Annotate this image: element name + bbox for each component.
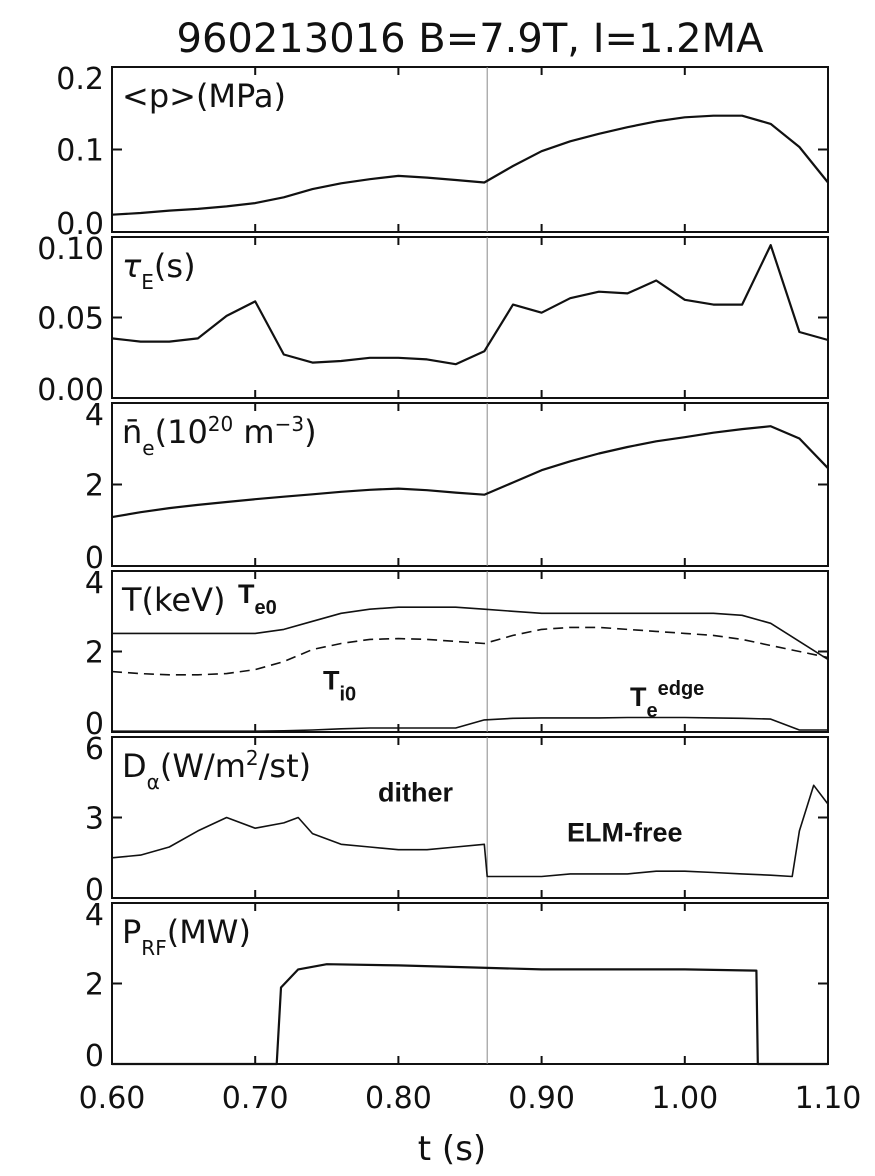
y-tick-label: 2 — [85, 469, 104, 504]
y-tick-label: 4 — [85, 398, 104, 433]
y-tick-label: 0.0 — [56, 207, 104, 242]
y-tick-label: 0.10 — [37, 232, 104, 267]
panel-label: n̄e(1020 m−3) — [122, 412, 317, 460]
y-tick-label: 6 — [85, 732, 104, 767]
panel-label: τE(s) — [122, 247, 196, 294]
series-line — [111, 244, 829, 366]
series-line-Te^edge — [112, 716, 828, 733]
y-tick-label: 0.00 — [37, 373, 104, 408]
y-tick-label: 2 — [85, 636, 104, 671]
y-tick-label: 0 — [85, 541, 104, 576]
x-tick-label: 0.60 — [79, 1081, 146, 1116]
y-tick-label: 2 — [85, 968, 104, 1003]
annotation-dither: dither — [378, 777, 453, 807]
y-tick-label: 3 — [85, 802, 104, 837]
panel-label: Dα(W/m2/st) — [122, 746, 311, 794]
y-tick-label: 0.05 — [37, 302, 104, 337]
panel-label: <p>(MPa) — [122, 77, 286, 115]
annotation-ti0: Ti0 — [323, 666, 356, 706]
x-axis-label: t (s) — [418, 1129, 486, 1169]
chart-title: 960213016 B=7.9T, I=1.2MA — [177, 16, 765, 62]
y-tick-label: 0.1 — [56, 134, 104, 169]
x-tick-label: 0.70 — [222, 1081, 289, 1116]
y-tick-label: 0.2 — [56, 62, 104, 97]
panel-label: T(keV) — [121, 581, 225, 619]
series-line — [111, 114, 829, 216]
annotation-elm-free: ELM-free — [567, 818, 683, 848]
y-tick-label: 0 — [85, 1039, 104, 1074]
y-tick-label: 0 — [85, 873, 104, 908]
x-tick-label: 1.10 — [795, 1081, 862, 1116]
panel-frame — [111, 236, 829, 399]
x-tick-label: 1.00 — [651, 1081, 718, 1116]
series-line — [111, 425, 829, 519]
x-tick-label: 0.80 — [365, 1081, 432, 1116]
y-tick-label: 4 — [85, 566, 104, 601]
annotation-te-edge: Teedge — [630, 678, 704, 722]
panel-label: PRF(MW) — [122, 913, 251, 960]
annotation-te0: Te0 — [238, 579, 277, 619]
series-line — [111, 784, 829, 878]
series-line — [112, 963, 828, 1066]
series-line-Te0 — [112, 606, 829, 661]
y-tick-label: 4 — [85, 898, 104, 933]
panels: 0.2 0.1 0.0 <p>(MPa) 0.10 0.05 0.00 τE(s) 4 2 0 n̄e… — [37, 62, 861, 1116]
series-line-Ti0 — [111, 626, 829, 676]
y-tick-label: 0 — [85, 707, 104, 742]
x-tick-label: 0.90 — [508, 1081, 575, 1116]
